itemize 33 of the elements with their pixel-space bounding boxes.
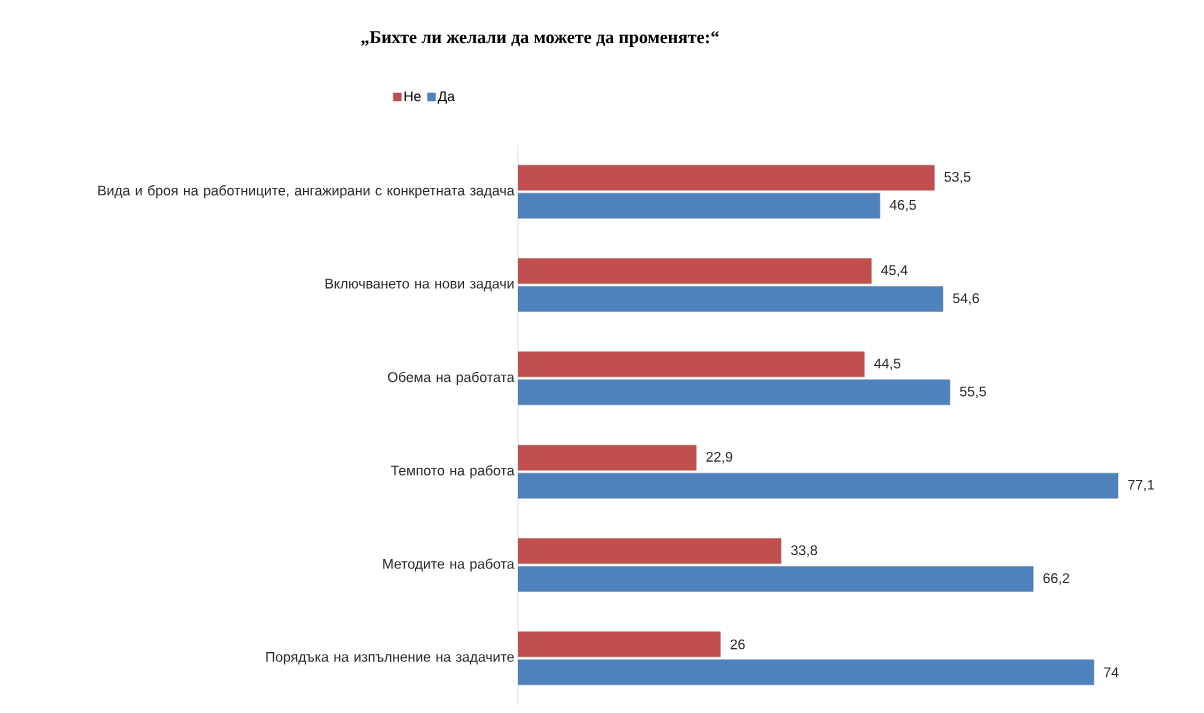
data-label: 77,1 (1128, 479, 1154, 492)
chart-title: „Бихте ли желали да можете да променяте:“ (361, 31, 719, 47)
data-label: 45,4 (881, 265, 908, 277)
data-label: 54,6 (952, 293, 979, 305)
data-label: 55,5 (959, 386, 986, 399)
bar (518, 192, 881, 219)
data-label: 26 (730, 639, 745, 650)
bar (518, 538, 782, 564)
bar (518, 631, 721, 658)
y-tick-label: Порядъка на изпълнение на задачите (266, 652, 514, 665)
bar (518, 379, 951, 406)
data-label: 33,8 (791, 545, 818, 557)
y-tick-label: Темпото на работа (391, 465, 515, 479)
bar (518, 444, 697, 471)
data-label: 74 (1104, 667, 1119, 678)
bar (518, 566, 1034, 592)
legend-label: Да (437, 91, 455, 104)
y-tick-label: Методите на работа (383, 558, 515, 572)
y-tick-label: Включването на нови задачи (325, 278, 514, 292)
legend-label: Не (404, 91, 421, 102)
y-tick-label: Обема на работата (387, 371, 515, 385)
data-label: 44,5 (874, 358, 901, 371)
data-label: 22,9 (706, 451, 733, 464)
bar (518, 164, 935, 191)
bar (518, 472, 1119, 499)
bar (518, 351, 865, 378)
y-tick-label: Вида и броя на работниците, ангажирани с конкретната задача (98, 185, 515, 199)
data-label: 46,5 (889, 199, 916, 212)
data-label: 66,2 (1043, 573, 1070, 585)
bar (518, 286, 944, 312)
bar (518, 659, 1095, 686)
bar (518, 258, 872, 284)
data-label: 53,5 (944, 171, 971, 184)
